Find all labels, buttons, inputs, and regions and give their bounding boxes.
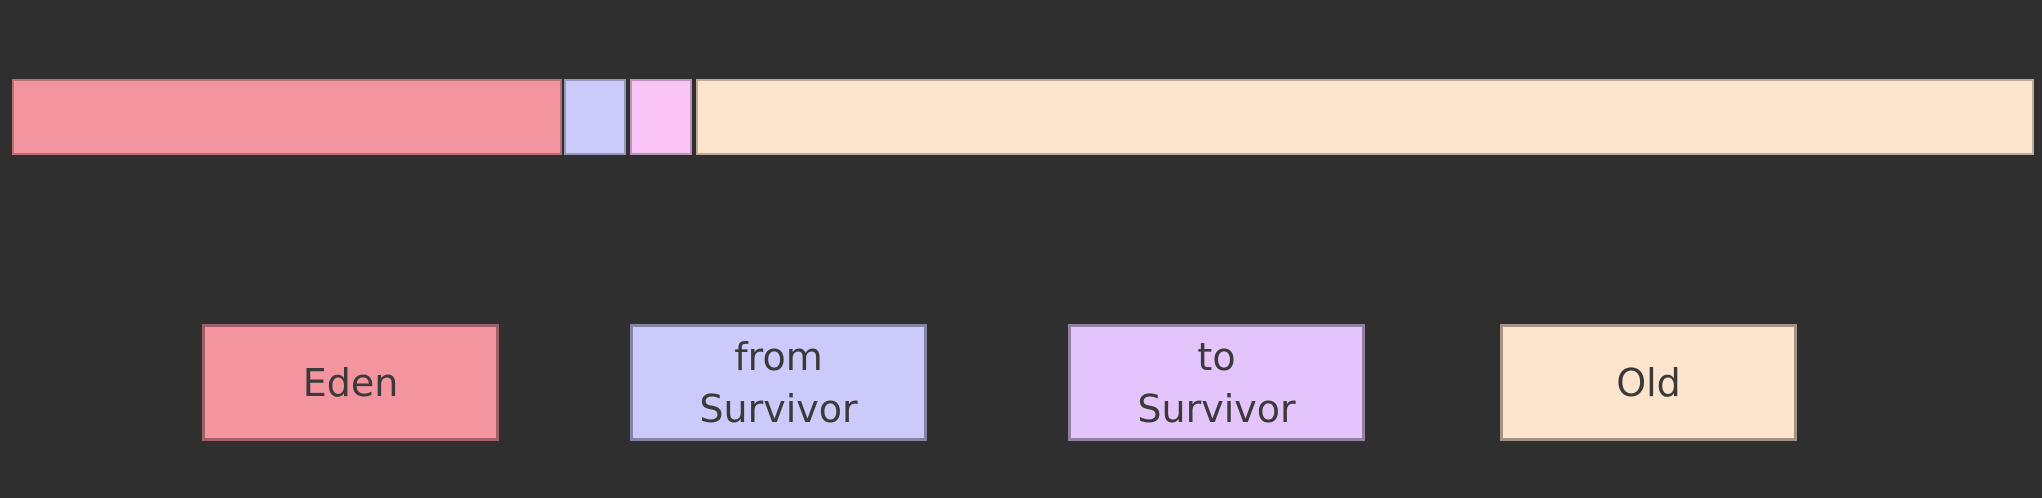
heap-memory-bar [12,79,2034,155]
legend-old: Old [1500,324,1797,441]
heap-segment-to-survivor [630,79,692,155]
legend-to-survivor: to Survivor [1068,324,1365,441]
legend-from-survivor-line2: Survivor [699,386,858,431]
legend-to-survivor-line2: Survivor [1137,386,1296,431]
legend-from-survivor-line1: from [734,334,823,379]
heap-segment-from-survivor [564,79,626,155]
heap-segment-old [696,79,2034,155]
legend-eden-label: Eden [302,360,399,405]
legend-old-label: Old [1616,360,1681,405]
legend-from-survivor: from Survivor [630,324,927,441]
legend-to-survivor-line1: to [1197,334,1236,379]
heap-segment-eden [12,79,562,155]
legend-eden: Eden [202,324,499,441]
